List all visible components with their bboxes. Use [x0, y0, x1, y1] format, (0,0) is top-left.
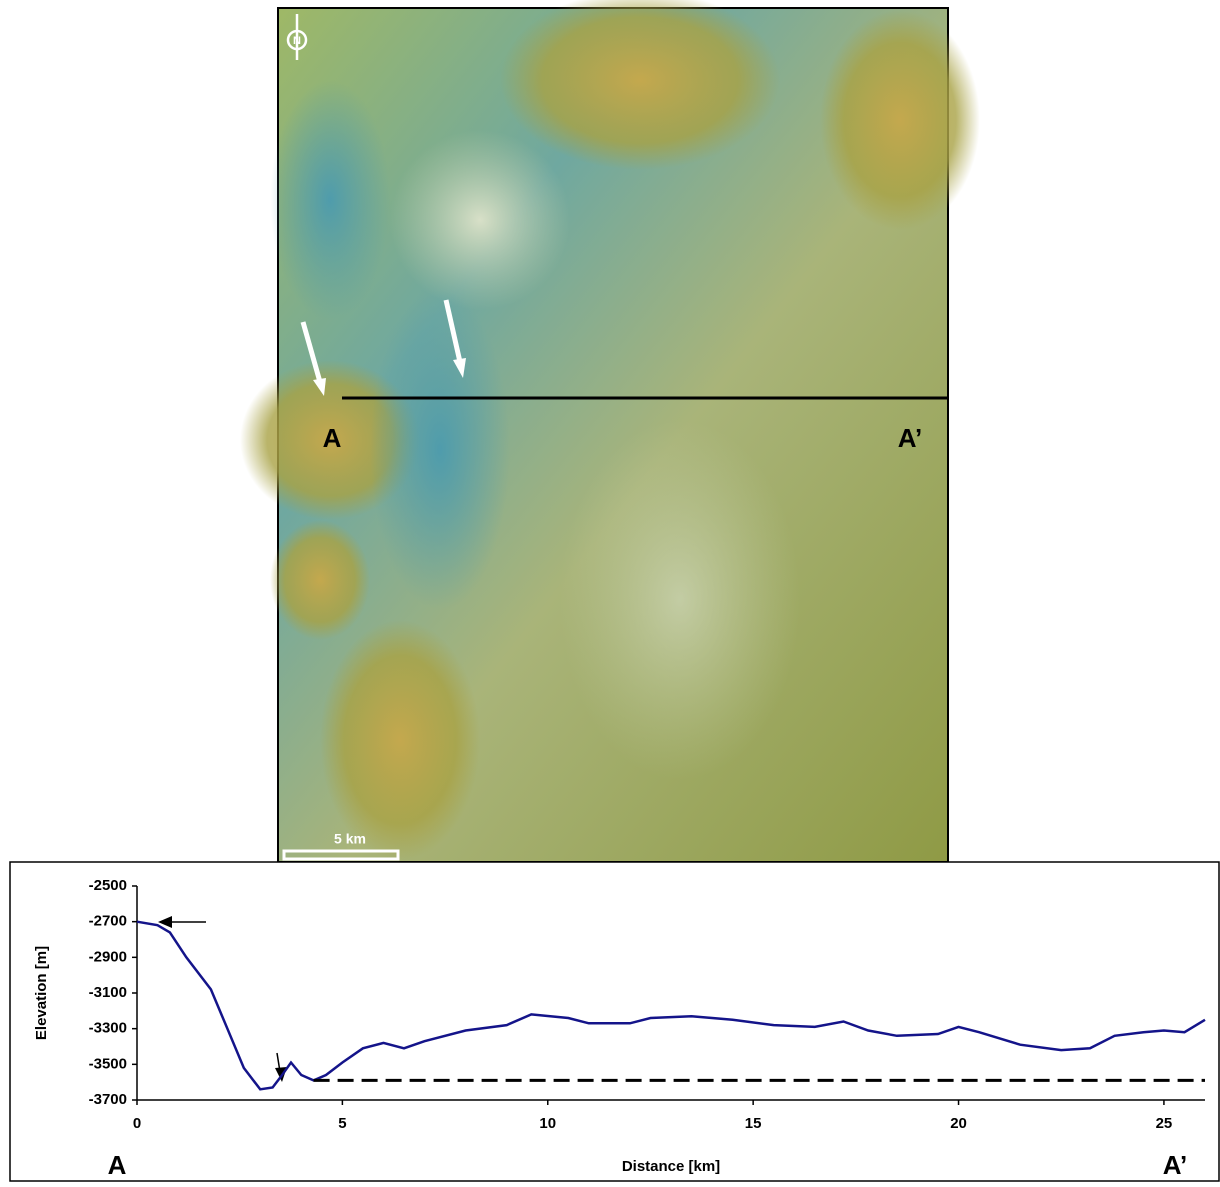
y-tick-label: -3100	[89, 984, 127, 1001]
y-tick-label: -3500	[89, 1055, 127, 1072]
y-tick-label: -2900	[89, 948, 127, 965]
terrain	[560, 420, 800, 780]
end-label: A’	[1163, 1150, 1188, 1180]
terrain	[390, 130, 570, 310]
x-tick-label: 15	[745, 1115, 762, 1132]
start-label: A	[108, 1150, 127, 1180]
north-label: N	[293, 35, 301, 47]
y-tick-label: -2700	[89, 913, 127, 930]
terrain	[370, 290, 510, 610]
x-tick-label: 25	[1156, 1115, 1173, 1132]
map-label: A	[323, 423, 342, 453]
x-tick-label: 5	[338, 1115, 346, 1132]
chart-frame	[10, 862, 1219, 1181]
terrain	[270, 520, 370, 640]
y-axis-title: Elevation [m]	[33, 946, 50, 1040]
map: A A’ 5 km N	[240, 0, 980, 862]
map-label: A’	[898, 423, 923, 453]
x-axis-title: Distance [km]	[622, 1158, 720, 1175]
scale-label: 5 km	[334, 831, 366, 847]
terrain	[820, 10, 980, 230]
x-tick-label: 20	[950, 1115, 967, 1132]
terrain	[270, 80, 390, 320]
page: A A’ 5 km N Elevation [m] Distance [km] …	[0, 0, 1220, 1182]
y-tick-label: -2500	[89, 877, 127, 894]
figure: A A’ 5 km N Elevation [m] Distance [km] …	[0, 0, 1220, 1182]
y-tick-label: -3700	[89, 1091, 127, 1108]
terrain	[320, 620, 480, 860]
y-tick-label: -3300	[89, 1020, 127, 1037]
x-tick-label: 0	[133, 1115, 141, 1132]
x-tick-label: 10	[539, 1115, 556, 1132]
